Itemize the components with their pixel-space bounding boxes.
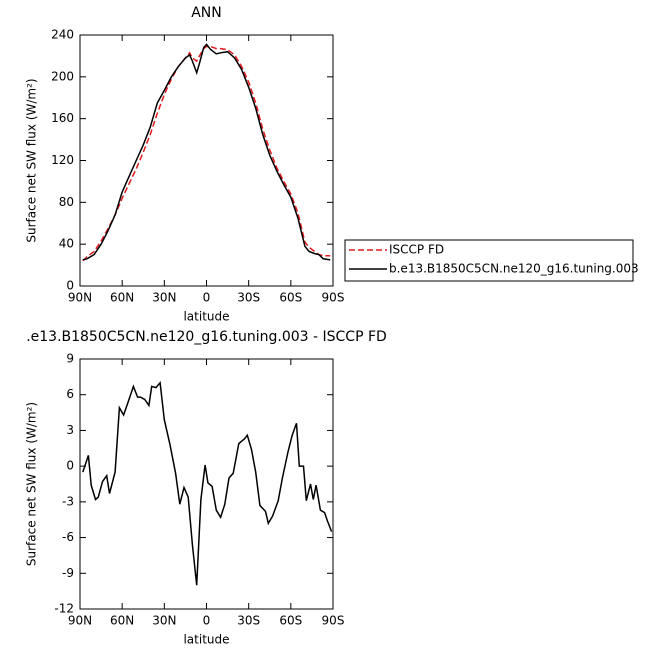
x-tick-label: 30S	[237, 291, 260, 305]
y-tick-label: 6	[66, 387, 74, 401]
y-tick-label: 40	[59, 237, 74, 251]
x-tick-label: 90S	[322, 291, 345, 305]
y-tick-label: 120	[51, 153, 74, 167]
data-line	[82, 45, 331, 262]
y-tick-label: 9	[66, 352, 74, 366]
chart-title: .e13.B1850C5CN.ne120_g16.tuning.003 - IS…	[26, 329, 387, 345]
plot-frame	[79, 34, 334, 287]
x-tick-label: 90N	[68, 291, 92, 305]
y-tick-label: 3	[66, 423, 74, 437]
y-tick-label: -12	[54, 602, 74, 616]
x-tick-label: 60N	[110, 291, 134, 305]
x-tick-label: 60N	[110, 614, 134, 628]
x-tick-label: 60S	[279, 291, 302, 305]
y-tick-label: 200	[51, 69, 74, 83]
x-tick-label: 90S	[322, 614, 345, 628]
y-axis-label: Surface net SW flux (W/m²)	[25, 402, 39, 566]
y-tick-label: 160	[51, 111, 74, 125]
y-tick-label: -3	[62, 494, 74, 508]
x-axis-label: latitude	[183, 633, 229, 647]
legend-label: ISCCP FD	[389, 243, 444, 257]
y-tick-label: 80	[59, 195, 74, 209]
x-tick-label: 30S	[237, 614, 260, 628]
legend-label: b.e13.B1850C5CN.ne120_g16.tuning.003	[389, 262, 639, 276]
x-tick-label: 30N	[152, 614, 176, 628]
chart-title: ANN	[191, 5, 222, 21]
data-line	[82, 381, 333, 586]
y-axis-label: Surface net SW flux (W/m²)	[25, 78, 39, 242]
plot-frame	[79, 358, 334, 610]
y-tick-label: 0	[66, 279, 74, 293]
x-tick-label: 60S	[279, 614, 302, 628]
x-tick-label: 90N	[68, 614, 92, 628]
y-tick-label: 0	[66, 459, 74, 473]
x-tick-label: 0	[203, 614, 211, 628]
data-line	[82, 43, 331, 261]
legend-box	[344, 239, 634, 282]
x-tick-label: 30N	[152, 291, 176, 305]
x-axis-label: latitude	[183, 310, 229, 324]
y-tick-label: -9	[62, 566, 74, 580]
y-tick-label: -6	[62, 530, 74, 544]
y-tick-label: 240	[51, 28, 74, 42]
x-tick-label: 0	[203, 291, 211, 305]
